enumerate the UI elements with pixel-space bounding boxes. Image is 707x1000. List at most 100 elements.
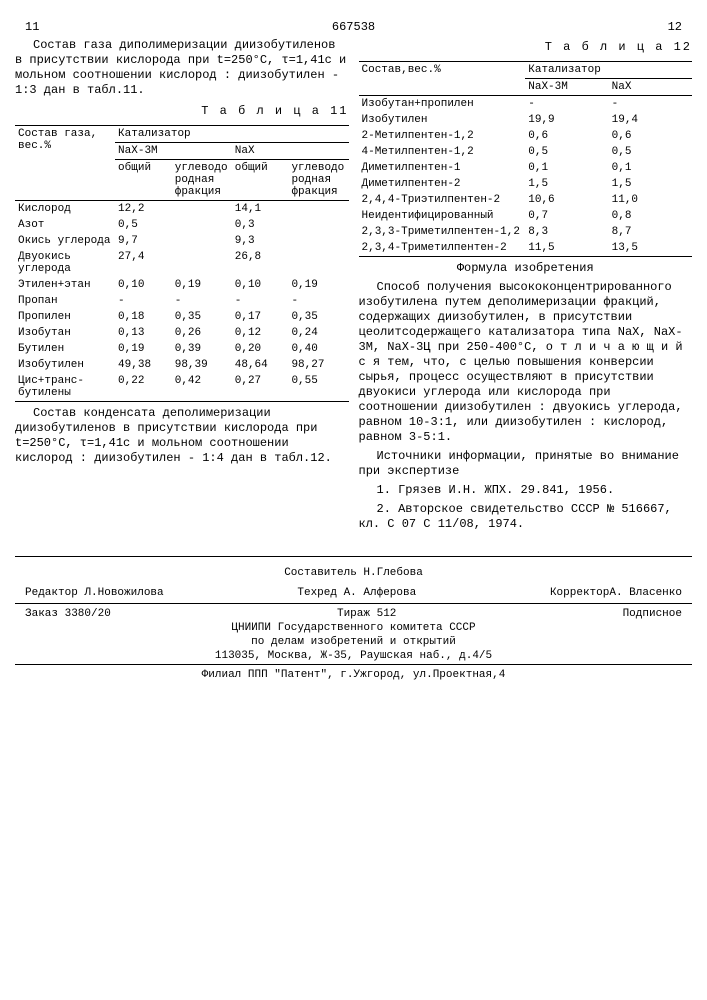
t11-cell: 0,20	[232, 341, 289, 357]
t12-cell: 2,3,4-Триметилпентен-2	[359, 240, 526, 257]
footer: Составитель Н.Глебова Редактор Л.Новожил…	[15, 556, 692, 681]
sources-title: Источники информации, принятые во вниман…	[359, 449, 693, 479]
t11-sub-c: общий	[232, 160, 289, 201]
branch: Филиал ППП "Патент", г.Ужгород, ул.Проек…	[15, 664, 692, 681]
t12-head-nax: NaX	[609, 79, 692, 96]
t11-cell	[172, 233, 232, 249]
t11-cell	[172, 201, 232, 218]
t11-head-left: Состав газа, вес.%	[15, 126, 115, 201]
t11-cell: 0,27	[232, 373, 289, 402]
t12-cell: -	[525, 96, 608, 113]
t11-cell: -	[172, 293, 232, 309]
t11-cell: 48,64	[232, 357, 289, 373]
t11-cell: 12,2	[115, 201, 172, 218]
table-11-caption: Т а б л и ц а 11	[15, 104, 349, 119]
t12-cell: 0,6	[609, 128, 692, 144]
t11-cell: 0,35	[172, 309, 232, 325]
table-11: Состав газа, вес.% Катализатор NaX-3M Na…	[15, 125, 349, 402]
t11-cell	[172, 217, 232, 233]
t11-cell: 0,24	[288, 325, 348, 341]
t11-sub-b: углеводородная фракция	[172, 160, 232, 201]
t11-cell: 0,5	[115, 217, 172, 233]
t11-cell: 98,27	[288, 357, 348, 373]
t12-cell: 0,1	[609, 160, 692, 176]
t11-cell: Двуокись углерода	[15, 249, 115, 277]
t12-cell: Изобутан+пропилен	[359, 96, 526, 113]
t11-cell: 27,4	[115, 249, 172, 277]
compiler: Составитель Н.Глебова	[15, 567, 692, 579]
t11-cell: Окись углерода	[15, 233, 115, 249]
t12-head-nax3m: NaX-3M	[525, 79, 608, 96]
org2: по делам изобретений и открытий	[15, 636, 692, 648]
t12-cell: 0,5	[525, 144, 608, 160]
t12-cell: Изобутилен	[359, 112, 526, 128]
t11-cell: Кислород	[15, 201, 115, 218]
t11-cell: 9,7	[115, 233, 172, 249]
order: Заказ 3380/20	[25, 608, 111, 620]
t11-cell	[288, 233, 348, 249]
t11-cell: Бутилен	[15, 341, 115, 357]
t11-cell: 0,35	[288, 309, 348, 325]
formula-title: Формула изобретения	[359, 261, 693, 276]
t11-cell: 0,19	[115, 341, 172, 357]
t11-cell: 9,3	[232, 233, 289, 249]
t12-cell: 8,7	[609, 224, 692, 240]
sign: Подписное	[623, 608, 682, 620]
t12-cell: 4-Метилпентен-1,2	[359, 144, 526, 160]
t11-cell: Цис+транс-бутилены	[15, 373, 115, 402]
t11-cell: 0,22	[115, 373, 172, 402]
t11-cell: 0,19	[172, 277, 232, 293]
table-row: Неидентифицированный0,70,8	[359, 208, 693, 224]
t11-cell: 0,12	[232, 325, 289, 341]
t11-sub-d: углеводородная фракция	[288, 160, 348, 201]
para-intro-2: Состав конденсата деполимеризации диизоб…	[15, 406, 349, 466]
t11-cell: 0,3	[232, 217, 289, 233]
t11-cell: Пропилен	[15, 309, 115, 325]
t11-cell: 0,42	[172, 373, 232, 402]
formula-body: Способ получения высококонцентрированног…	[359, 280, 693, 445]
table-row: Бутилен0,190,390,200,40	[15, 341, 349, 357]
t12-cell: 0,7	[525, 208, 608, 224]
t12-cell: 1,5	[525, 176, 608, 192]
table-row: Изобутан0,130,260,120,24	[15, 325, 349, 341]
page-left-num: 11	[25, 20, 39, 34]
table-row: Двуокись углерода27,4 26,8	[15, 249, 349, 277]
src-2: 2. Авторское свидетельство СССР № 516667…	[359, 502, 693, 532]
t12-cell: 13,5	[609, 240, 692, 257]
t11-cell: -	[232, 293, 289, 309]
table-row: Этилен+этан0,100,190,100,19	[15, 277, 349, 293]
t11-cell: 0,17	[232, 309, 289, 325]
table-row: Изобутилен19,919,4	[359, 112, 693, 128]
t11-cell: Азот	[15, 217, 115, 233]
t12-cell: 2,4,4-Триэтилпентен-2	[359, 192, 526, 208]
t12-cell: 19,4	[609, 112, 692, 128]
t11-head-nax: NaX	[232, 143, 349, 160]
table-row: Цис+транс-бутилены0,220,420,270,55	[15, 373, 349, 402]
tirage: Тираж 512	[337, 608, 396, 620]
table-row: 2,3,3-Триметилпентен-1,28,38,7	[359, 224, 693, 240]
table-row: 2,3,4-Триметилпентен-211,513,5	[359, 240, 693, 257]
t12-cell: 0,8	[609, 208, 692, 224]
t12-cell: Неидентифицированный	[359, 208, 526, 224]
t12-cell: 1,5	[609, 176, 692, 192]
table-12: Состав,вес.% Катализатор NaX-3M NaX Изоб…	[359, 61, 693, 257]
t12-cell: 2,3,3-Триметилпентен-1,2	[359, 224, 526, 240]
t11-cell: 0,40	[288, 341, 348, 357]
t12-cell: 0,6	[525, 128, 608, 144]
t11-cell: 0,13	[115, 325, 172, 341]
doc-id: 667538	[332, 20, 375, 34]
t11-cell: 0,18	[115, 309, 172, 325]
page-right-num: 12	[668, 20, 682, 34]
table-row: 2,4,4-Триэтилпентен-210,611,0	[359, 192, 693, 208]
para-intro-1: Состав газа диполимеризации диизобутилен…	[15, 38, 349, 98]
t12-cell: 0,1	[525, 160, 608, 176]
t11-cell	[288, 201, 348, 218]
t12-cell: 19,9	[525, 112, 608, 128]
t11-cell: -	[115, 293, 172, 309]
t12-cell: 10,6	[525, 192, 608, 208]
t11-cell: 0,19	[288, 277, 348, 293]
t11-head-cat: Катализатор	[115, 126, 348, 143]
t11-cell: 26,8	[232, 249, 289, 277]
t11-cell: Изобутилен	[15, 357, 115, 373]
t12-head-cat: Катализатор	[525, 62, 692, 79]
